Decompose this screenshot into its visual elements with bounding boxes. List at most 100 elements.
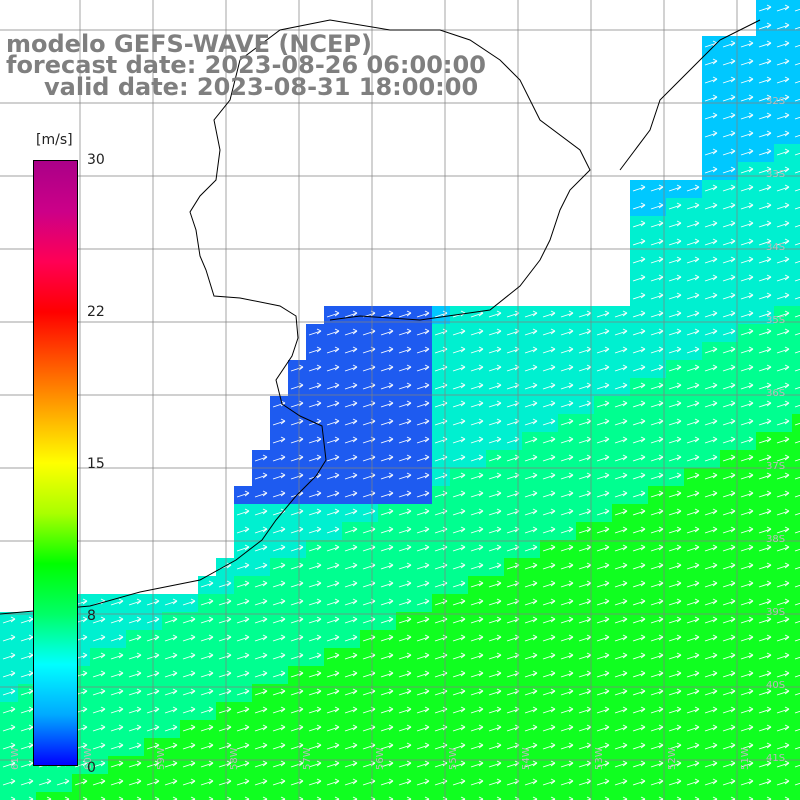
wind-arrow (452, 364, 466, 372)
wind-cell (792, 216, 800, 234)
wind-arrow (596, 580, 610, 588)
wind-arrow (92, 760, 106, 768)
wind-arrow (560, 454, 574, 462)
wind-cell (792, 342, 800, 360)
wind-arrow (578, 778, 592, 786)
wind-arrow (578, 706, 592, 714)
wind-arrow (308, 328, 322, 336)
wind-arrow (632, 202, 646, 210)
wind-arrow (2, 724, 16, 732)
wind-cell (792, 414, 800, 432)
latitude-label: 35S (766, 315, 785, 326)
wind-arrow (632, 256, 646, 264)
wind-arrow (740, 472, 754, 480)
wind-arrow (380, 688, 394, 696)
wind-arrow (254, 616, 268, 624)
wind-arrow (686, 562, 700, 570)
wind-cell (792, 90, 800, 108)
wind-arrow (470, 778, 484, 786)
wind-arrow (344, 400, 358, 408)
wind-arrow (704, 220, 718, 228)
wind-arrow (650, 400, 664, 408)
wind-cell (792, 612, 800, 630)
wind-arrow (578, 742, 592, 750)
wind-arrow (470, 454, 484, 462)
wind-arrow (776, 238, 790, 246)
wind-arrow (290, 598, 304, 606)
wind-arrow (686, 238, 700, 246)
wind-arrow (794, 710, 800, 714)
wind-arrow (416, 454, 430, 462)
wind-arrow (632, 418, 646, 426)
wind-arrow (326, 634, 340, 642)
wind-arrow (794, 584, 800, 588)
wind-arrow (326, 742, 340, 750)
wind-arrow (668, 472, 682, 480)
wind-arrow (524, 454, 538, 462)
wind-arrow (488, 634, 502, 642)
wind-arrow (668, 202, 682, 210)
colorbar-tick-15: 15 (87, 456, 105, 472)
wind-arrow (686, 688, 700, 696)
wind-arrow (596, 562, 610, 570)
wind-arrow (380, 418, 394, 426)
longitude-label: 51W (740, 747, 751, 770)
wind-arrow (272, 418, 286, 426)
wind-arrow (794, 26, 800, 30)
wind-arrow (470, 544, 484, 552)
wind-arrow (758, 616, 772, 624)
wind-arrow (110, 778, 124, 786)
wind-arrow (686, 220, 700, 228)
wind-arrow (686, 616, 700, 624)
wind-cell (558, 792, 576, 800)
wind-arrow (344, 364, 358, 372)
wind-arrow (776, 400, 790, 408)
wind-arrow (596, 670, 610, 678)
wind-arrow (740, 778, 754, 786)
wind-arrow (236, 742, 250, 750)
wind-arrow (794, 530, 800, 534)
wind-arrow (614, 454, 628, 462)
wind-arrow (200, 706, 214, 714)
wind-arrow (254, 706, 268, 714)
wind-arrow (488, 760, 502, 768)
wind-arrow (578, 760, 592, 768)
wind-arrow (308, 364, 322, 372)
wind-arrow (686, 328, 700, 336)
wind-arrow (722, 724, 736, 732)
wind-arrow (524, 436, 538, 444)
wind-arrow (272, 688, 286, 696)
wind-arrow (794, 422, 800, 426)
wind-arrow (650, 778, 664, 786)
wind-arrow (614, 634, 628, 642)
wind-arrow (254, 652, 268, 660)
wind-arrow (416, 760, 430, 768)
wind-arrow (578, 382, 592, 390)
wind-arrow (290, 436, 304, 444)
wind-arrow (650, 598, 664, 606)
wind-arrow (2, 634, 16, 642)
wind-arrow (758, 328, 772, 336)
wind-arrow (722, 670, 736, 678)
wind-arrow (758, 382, 772, 390)
wind-arrow (632, 346, 646, 354)
wind-arrow (110, 634, 124, 642)
wind-arrow (578, 688, 592, 696)
wind-arrow (326, 598, 340, 606)
wind-arrow (794, 764, 800, 768)
wind-arrow (740, 346, 754, 354)
wind-arrow (110, 706, 124, 714)
wind-arrow (290, 706, 304, 714)
wind-arrow (776, 310, 790, 318)
wind-arrow (758, 562, 772, 570)
wind-arrow (650, 346, 664, 354)
wind-arrow (452, 688, 466, 696)
wind-arrow (686, 634, 700, 642)
wind-arrow (344, 598, 358, 606)
wind-arrow (758, 760, 772, 768)
wind-arrow (398, 436, 412, 444)
wind-cell (90, 792, 108, 800)
wind-cell (792, 594, 800, 612)
wind-arrow (416, 580, 430, 588)
